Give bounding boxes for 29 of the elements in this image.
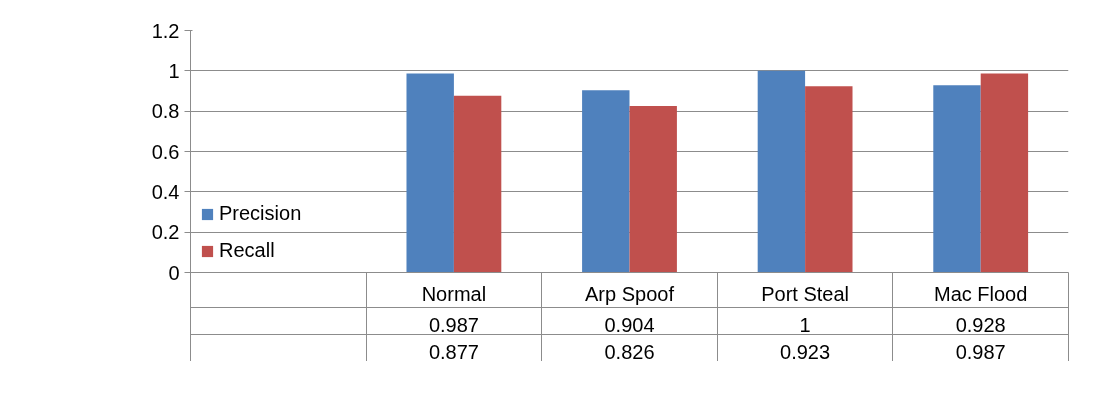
data-label: 0.987 [428, 313, 479, 336]
bar [406, 73, 454, 273]
x-tick-label: Mac Flood [934, 282, 1028, 305]
bar [757, 70, 806, 273]
y-tick-label: 0 [168, 261, 180, 284]
data-label: 0.904 [604, 313, 655, 336]
y-tick-label: 1 [168, 59, 180, 82]
bar [453, 95, 502, 273]
y-tick-label: 1.2 [151, 19, 180, 42]
y-tick-label: 0.8 [151, 100, 180, 123]
bar [582, 90, 630, 273]
bar [980, 73, 1029, 273]
x-tick-label: Normal [421, 282, 487, 305]
legend-label: Recall [219, 239, 275, 262]
x-tick-label: Port Steal [761, 282, 850, 305]
y-tick-label: 0.4 [151, 180, 180, 203]
data-label: 1 [799, 313, 811, 336]
data-label: 0.826 [604, 340, 655, 363]
legend-label: Precision [219, 202, 302, 225]
bar [933, 85, 981, 273]
data-label: 0.987 [955, 340, 1006, 363]
x-tick-label: Arp Spoof [585, 282, 675, 305]
bar [805, 86, 853, 273]
data-label: 0.877 [428, 340, 479, 363]
bar [629, 105, 677, 273]
data-label: 0.923 [780, 340, 831, 363]
y-tick-label: 0.6 [151, 140, 180, 163]
y-tick-label: 0.2 [151, 221, 180, 244]
data-label: 0.928 [955, 313, 1006, 336]
